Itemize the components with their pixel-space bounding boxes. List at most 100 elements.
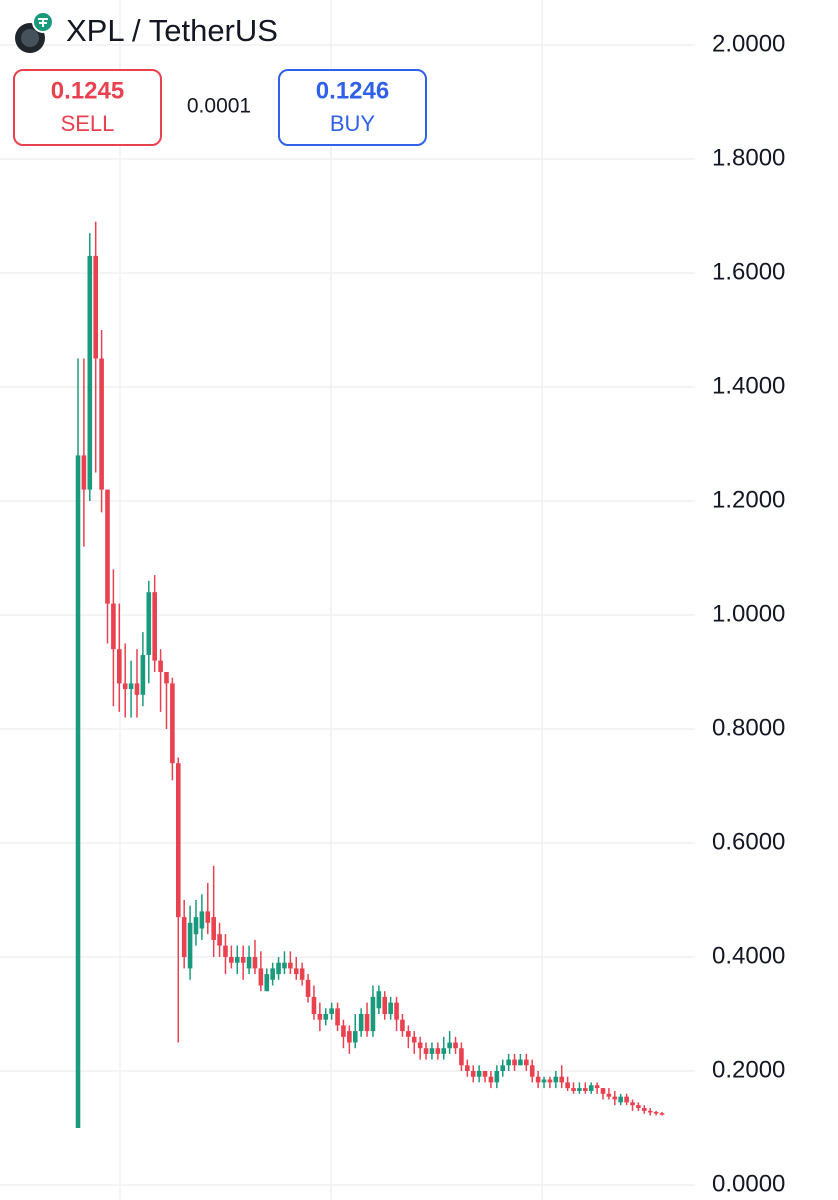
candle-body	[647, 1110, 653, 1113]
candle-body	[506, 1059, 511, 1066]
y-tick-label: 0.4000	[712, 942, 785, 969]
candle-body	[400, 1019, 405, 1032]
y-tick-label: 0.0000	[712, 1170, 785, 1197]
candle-body	[105, 489, 110, 604]
candle-body	[193, 917, 199, 935]
y-tick-label: 1.6000	[712, 258, 785, 285]
candle-body	[594, 1085, 600, 1089]
candle-body	[394, 1002, 399, 1020]
candle-body	[223, 945, 228, 957]
candle-body	[453, 1042, 458, 1049]
candle-body	[305, 979, 311, 997]
candle-body	[164, 672, 169, 684]
candle-body	[364, 1014, 370, 1032]
candle-body	[435, 1048, 441, 1054]
candle-body	[270, 968, 275, 980]
candle-body	[199, 911, 205, 929]
candle-body	[571, 1088, 576, 1091]
candle-body	[565, 1082, 570, 1089]
sell-label: SELL	[61, 111, 115, 136]
candle-body	[577, 1088, 582, 1091]
candle-body	[140, 654, 146, 695]
candle-body	[535, 1076, 541, 1083]
candle-body	[447, 1042, 452, 1049]
candle-body	[187, 922, 193, 969]
candle-body	[358, 1014, 364, 1032]
candle-body	[317, 1014, 323, 1020]
y-tick-label: 0.2000	[712, 1056, 785, 1083]
candle-body	[341, 1025, 346, 1037]
candle-body	[529, 1065, 535, 1077]
buy-button[interactable]	[278, 69, 427, 146]
candle-body	[258, 968, 264, 986]
candle-body	[111, 603, 116, 650]
candle-body	[181, 917, 187, 957]
candle-body	[329, 1008, 334, 1014]
candle-body	[606, 1093, 612, 1097]
candle-body	[217, 934, 222, 946]
candle-body	[553, 1076, 559, 1083]
candle-body	[406, 1031, 411, 1037]
candle-body	[441, 1048, 447, 1054]
candle-body	[583, 1088, 588, 1091]
candle-body	[211, 917, 216, 940]
candle-body	[429, 1048, 435, 1054]
candle-body	[411, 1036, 417, 1043]
candle-body	[494, 1071, 500, 1083]
y-tick-label: 1.4000	[712, 372, 785, 399]
candle-body	[559, 1076, 565, 1083]
buy-price: 0.1246	[316, 77, 389, 104]
candle-body	[288, 962, 293, 969]
candle-body	[636, 1105, 641, 1109]
candle-body	[612, 1096, 618, 1100]
candle-body	[500, 1065, 506, 1071]
candle-body	[630, 1102, 635, 1106]
candle-body	[323, 1014, 329, 1020]
candle-body	[376, 991, 382, 1009]
candle-body	[282, 962, 287, 969]
candle-body	[600, 1088, 606, 1094]
candle-body	[293, 968, 299, 975]
candle-body	[152, 592, 157, 661]
sell-button[interactable]	[13, 69, 162, 146]
candle-body	[382, 996, 388, 1014]
candle-body	[642, 1108, 647, 1111]
candle-body	[347, 1031, 352, 1043]
candle-body	[459, 1048, 464, 1066]
candle-body	[541, 1079, 547, 1083]
spread: 0.0001	[187, 95, 251, 118]
candle-body	[653, 1112, 659, 1114]
candle-body	[524, 1059, 529, 1066]
y-tick-label: 1.0000	[712, 600, 785, 627]
candle-body	[482, 1071, 488, 1077]
candle-body	[624, 1096, 629, 1103]
candle-body	[264, 974, 270, 992]
candle-body	[75, 455, 81, 1128]
candle-body	[352, 1031, 358, 1043]
y-tick-label: 1.8000	[712, 144, 785, 171]
candle-body	[417, 1042, 423, 1049]
candle-body	[423, 1048, 429, 1054]
candle-body	[175, 763, 181, 918]
candle-body	[122, 683, 128, 690]
symbol-title: XPL / TetherUS	[66, 13, 278, 48]
candle-body	[93, 255, 98, 359]
candle-body	[388, 1002, 393, 1014]
candle-body	[476, 1071, 482, 1077]
y-tick-label: 0.6000	[712, 828, 785, 855]
candle-body	[170, 683, 175, 764]
y-tick-label: 0.8000	[712, 714, 785, 741]
candle-body	[252, 957, 258, 969]
candle-body	[465, 1065, 470, 1071]
candle-body	[470, 1071, 476, 1077]
candle-body	[87, 255, 93, 490]
candle-body	[512, 1059, 517, 1066]
candle-body	[659, 1113, 665, 1115]
candle-body	[335, 1008, 340, 1026]
candle-body	[488, 1076, 494, 1083]
candle-body	[299, 968, 305, 980]
candle-body	[116, 649, 122, 684]
candle-body	[146, 592, 152, 655]
candle-body	[229, 957, 234, 963]
